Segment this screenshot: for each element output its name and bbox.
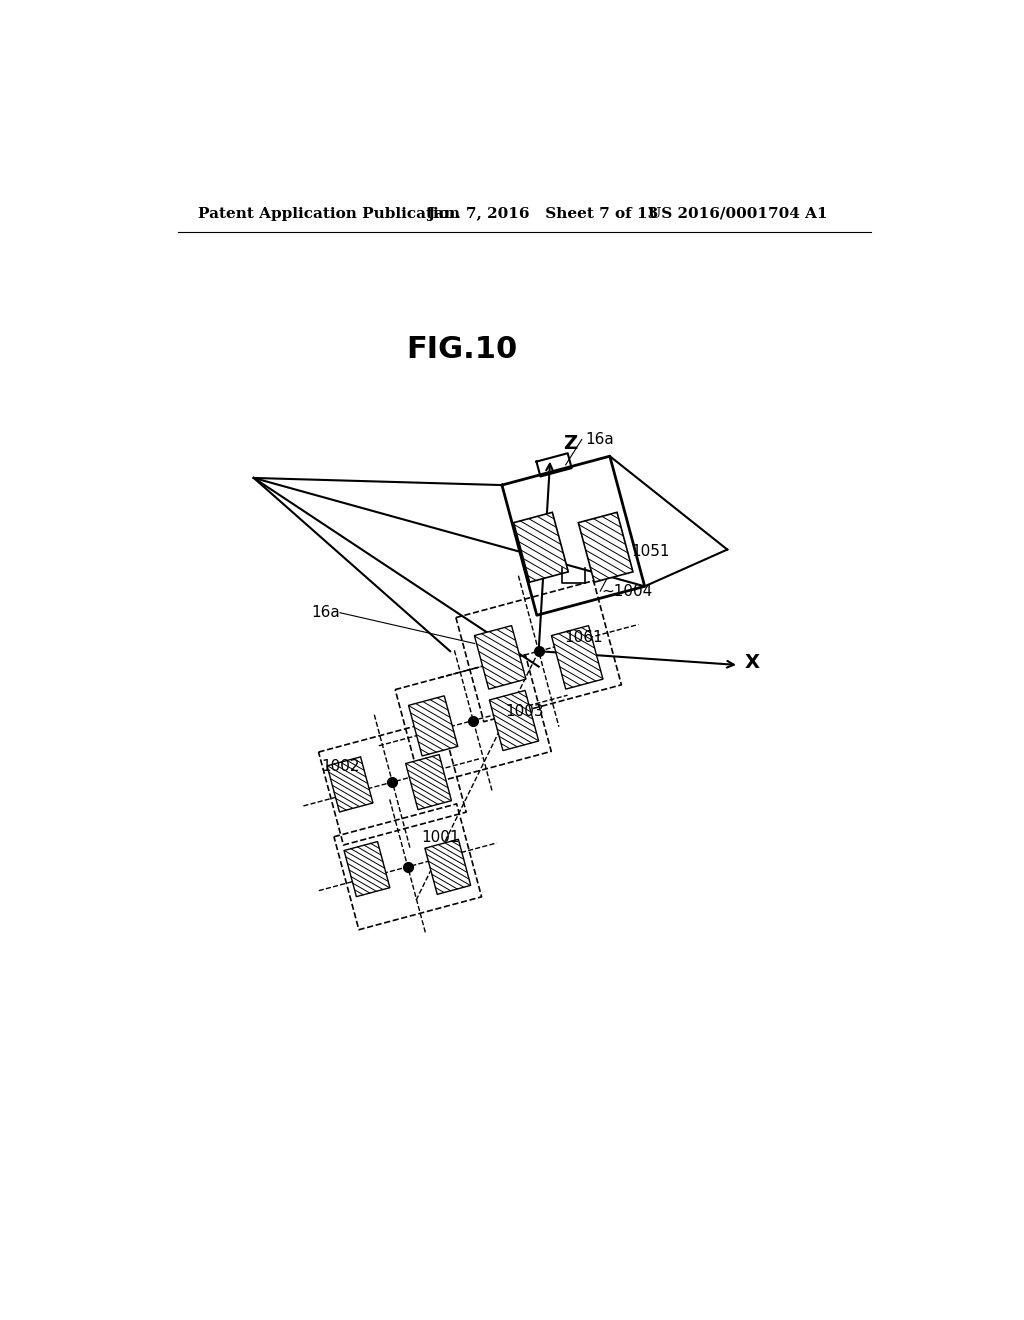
Polygon shape: [409, 696, 458, 756]
Polygon shape: [579, 512, 633, 582]
Text: 16a: 16a: [586, 432, 614, 447]
Text: FIG.10: FIG.10: [407, 335, 517, 364]
Polygon shape: [327, 756, 373, 812]
Polygon shape: [514, 512, 568, 582]
Text: Jan. 7, 2016   Sheet 7 of 13: Jan. 7, 2016 Sheet 7 of 13: [427, 207, 658, 220]
Text: 16a: 16a: [311, 605, 340, 620]
Text: 1003: 1003: [506, 704, 544, 719]
Text: 1061: 1061: [564, 630, 603, 645]
Polygon shape: [425, 840, 471, 895]
Text: 1051: 1051: [631, 544, 670, 558]
Polygon shape: [551, 626, 603, 689]
Text: ~1004: ~1004: [602, 583, 653, 599]
Text: US 2016/0001704 A1: US 2016/0001704 A1: [648, 207, 827, 220]
Text: Patent Application Publication: Patent Application Publication: [199, 207, 461, 220]
Text: Z: Z: [563, 434, 578, 453]
Text: 1002: 1002: [322, 759, 360, 775]
Text: 1001: 1001: [422, 830, 460, 845]
Polygon shape: [474, 626, 526, 689]
Polygon shape: [406, 755, 452, 809]
Text: X: X: [744, 653, 759, 672]
Polygon shape: [344, 842, 390, 896]
Polygon shape: [489, 690, 539, 751]
